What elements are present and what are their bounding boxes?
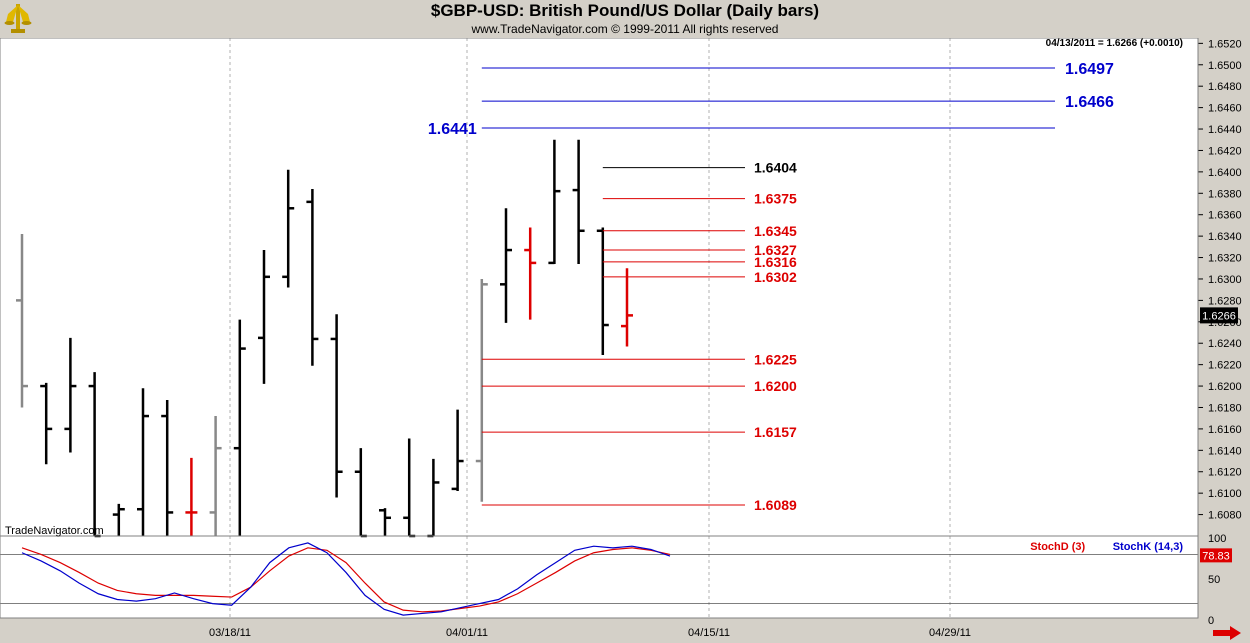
price-bar — [379, 508, 391, 536]
price-tick-label: 1.6140 — [1208, 445, 1242, 457]
level-label: 1.6345 — [754, 223, 797, 239]
price-tick-label: 1.6500 — [1208, 60, 1242, 72]
stochastic-panel: StochK (14,3) StochD (3) 100 50 0 78.83 — [0, 533, 1232, 627]
chart-subtitle: www.TradeNavigator.com © 1999-2011 All r… — [471, 22, 779, 36]
level-label: 1.6327 — [754, 242, 797, 258]
date-tick-label: 04/15/11 — [688, 627, 730, 639]
price-bar — [282, 169, 295, 288]
chart-title: $GBP-USD: British Pound/US Dollar (Daily… — [430, 1, 820, 20]
price-tick-label: 1.6360 — [1208, 210, 1242, 222]
price-bar — [209, 416, 222, 536]
price-tick-label: 1.6240 — [1208, 338, 1242, 350]
price-bar — [621, 268, 633, 347]
price-levels: 1.6497 1.6466 1.6441 1.6404 1.6375 1.6345 1.63… — [428, 61, 1114, 513]
price-tick-label: 1.6220 — [1208, 360, 1242, 372]
trade-navigator-logo-icon — [4, 4, 32, 33]
price-bar — [330, 314, 343, 498]
price-bar — [548, 139, 561, 265]
price-tick-label: 1.6460 — [1208, 103, 1242, 115]
chart-header: $GBP-USD: British Pound/US Dollar (Daily… — [0, 0, 1250, 38]
stoch-tick-label: 0 — [1208, 615, 1214, 627]
price-bar — [475, 278, 488, 502]
price-axis: 1.6080 1.6100 1.6120 1.6140 1.6160 1.6180 1.62… — [1198, 38, 1250, 643]
price-tick-label: 1.6400 — [1208, 167, 1242, 179]
price-tick-label: 1.6320 — [1208, 253, 1242, 265]
level-label: 1.6497 — [1065, 61, 1114, 78]
price-tick-label: 1.6080 — [1208, 510, 1242, 522]
last-price-label: 1.6266 — [1202, 310, 1236, 322]
price-tick-label: 1.6480 — [1208, 81, 1242, 93]
price-bars — [16, 139, 633, 538]
stoch-line — [21, 547, 671, 613]
price-bar — [524, 227, 537, 320]
stoch-value-marker — [1200, 548, 1232, 563]
price-bar — [306, 189, 319, 366]
price-bar — [258, 250, 270, 384]
price-tick-label: 1.6100 — [1208, 488, 1242, 500]
level-label: 1.6466 — [1065, 94, 1114, 111]
price-bar — [185, 457, 198, 536]
level-label: 1.6441 — [428, 121, 477, 138]
price-tick-label: 1.6380 — [1208, 188, 1242, 200]
level-label: 1.6089 — [754, 497, 797, 513]
chart-background — [0, 38, 1198, 618]
price-tick-label: 1.6200 — [1208, 381, 1242, 393]
price-bar — [572, 139, 585, 264]
level-label: 1.6157 — [754, 424, 797, 440]
level-label: 1.6316 — [754, 254, 797, 270]
price-bar — [137, 388, 149, 536]
price-bar — [40, 382, 53, 465]
date-axis-background — [0, 620, 1198, 643]
chart-frame — [0, 38, 1199, 619]
price-bar — [500, 208, 512, 323]
stoch-line — [21, 542, 671, 616]
level-label: 1.6302 — [754, 269, 797, 285]
level-label: 1.6225 — [754, 351, 797, 367]
stoch-value-label: 78.83 — [1202, 550, 1230, 562]
price-tick-label: 1.6160 — [1208, 424, 1242, 436]
price-bar — [64, 337, 77, 453]
date-tick-label: 03/18/11 — [209, 627, 251, 639]
chart-area[interactable]: 1.6497 1.6466 1.6441 1.6404 1.6375 1.6345 1.63… — [0, 38, 1250, 643]
last-price-marker — [1200, 307, 1238, 324]
price-tick-label: 1.6120 — [1208, 467, 1242, 479]
date-tick-label: 04/01/11 — [446, 627, 488, 639]
level-label: 1.6375 — [754, 191, 797, 207]
price-bar — [112, 503, 125, 536]
price-tick-label: 1.6420 — [1208, 145, 1242, 157]
watermark: TradeNavigator.com — [5, 525, 104, 537]
price-bar — [596, 227, 609, 356]
price-tick-label: 1.6440 — [1208, 124, 1242, 136]
stoch-tick-label: 50 — [1208, 574, 1220, 586]
stoch-tick-label: 100 — [1208, 533, 1226, 545]
price-bar — [161, 399, 174, 536]
stoch-legend-label: StochD (3) — [1030, 541, 1085, 553]
price-bar — [233, 319, 246, 536]
price-tick-label: 1.6520 — [1208, 38, 1242, 50]
price-tick-label: 1.6340 — [1208, 231, 1242, 243]
date-tick-label: 04/29/11 — [929, 627, 971, 639]
price-readout: 04/13/2011 = 1.6266 (+0.0010) — [1046, 38, 1183, 49]
level-label: 1.6404 — [754, 160, 797, 176]
price-tick-label: 1.6300 — [1208, 274, 1242, 286]
stoch-legend-label: StochK (14,3) — [1113, 541, 1184, 553]
price-bar — [451, 409, 464, 492]
price-tick-label: 1.6180 — [1208, 402, 1242, 414]
level-label: 1.6200 — [754, 378, 797, 394]
price-tick-label: 1.6280 — [1208, 295, 1242, 307]
price-axis-background — [1198, 38, 1250, 643]
scroll-right-arrow-icon[interactable] — [1212, 626, 1242, 640]
price-bar — [16, 233, 28, 408]
date-axis: 03/18/11 04/01/11 04/15/11 04/29/11 — [0, 620, 1198, 643]
grid — [229, 38, 951, 618]
